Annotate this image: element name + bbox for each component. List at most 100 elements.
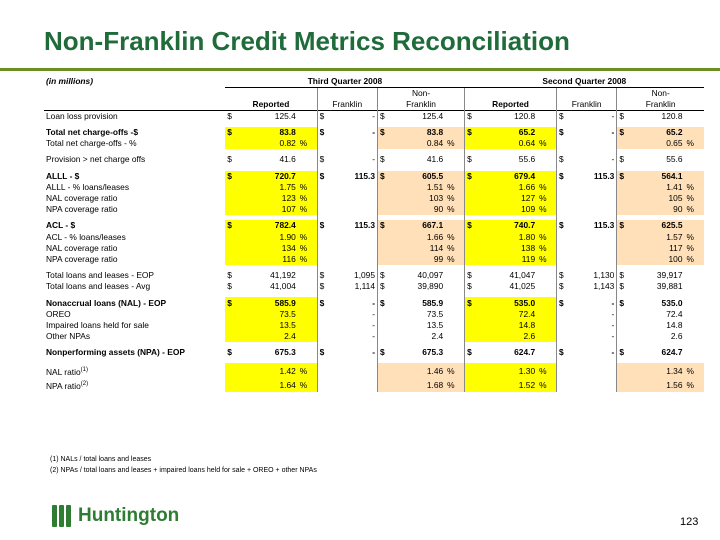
percent-symbol	[685, 309, 705, 320]
cell-value: 73.5	[426, 308, 444, 319]
cell-value: 782.4	[239, 220, 298, 232]
row-label-text: NPA coverage ratio	[46, 253, 118, 264]
table-row: Total net charge-offs -$ $83.8 $ - $83.8 $65.…	[44, 127, 704, 139]
cell-value: 103	[392, 192, 446, 205]
percent-symbol	[445, 347, 464, 358]
cell-value: 605.5	[392, 170, 446, 182]
percent-symbol	[537, 281, 556, 292]
table-row: NPA coverage ratio 116% 99% 119% 100%	[44, 253, 704, 266]
percent-symbol	[298, 154, 317, 165]
table-row: Nonaccrual loans (NAL) - EOP $585.9 $ - $585…	[44, 297, 704, 309]
row-label-text: Total loans and leases - EOP	[46, 270, 155, 281]
percent-symbol: %	[445, 192, 465, 205]
cell-value: -	[372, 297, 375, 308]
currency-symbol: $	[316, 220, 332, 232]
currency-symbol	[316, 363, 332, 380]
percent-symbol	[537, 331, 557, 343]
currency-symbol	[616, 253, 632, 266]
cell-value	[571, 243, 617, 254]
percent-symbol	[537, 220, 557, 232]
cell-value	[332, 379, 378, 392]
currency-symbol	[316, 308, 332, 320]
percent-symbol: %	[445, 242, 465, 254]
currency-symbol: $	[377, 297, 392, 309]
table-row: ALLL - $ $720.7 $115.3 $605.5 $679.4 $115.3 $5…	[44, 170, 704, 182]
percent-symbol: %	[684, 231, 704, 243]
currency-symbol	[464, 231, 480, 243]
percent-symbol	[297, 331, 318, 343]
percent-symbol: %	[684, 192, 704, 205]
row-label-text: ALLL - % loans/leases	[46, 181, 130, 192]
cell-value: 107	[239, 204, 298, 216]
period-header-q3: Third Quarter 2008	[225, 76, 465, 88]
cell-value: 1.56	[631, 379, 685, 393]
cell-value	[332, 363, 378, 379]
cell-value: 125.4	[274, 111, 296, 121]
percent-symbol: %	[297, 253, 318, 266]
percent-symbol	[298, 111, 317, 123]
currency-symbol	[225, 192, 240, 205]
currency-symbol: $	[555, 170, 571, 182]
percent-symbol	[537, 270, 556, 281]
row-label: NAL coverage ratio	[44, 243, 225, 254]
row-label-text: NAL coverage ratio	[46, 193, 118, 204]
col-header-nonfranklin-q2: Franklin	[616, 99, 704, 111]
currency-symbol	[316, 181, 332, 193]
row-label: NPA coverage ratio	[44, 254, 225, 265]
row-label: Total net charge-offs -$	[44, 127, 225, 138]
row-label-text: Provision > net charge offs	[46, 154, 146, 165]
cell-value: 83.8	[239, 127, 298, 139]
currency-symbol	[377, 231, 392, 243]
percent-symbol: %	[297, 192, 318, 205]
percent-symbol: %	[445, 363, 465, 380]
cell-value: 0.64	[479, 138, 538, 150]
row-label: Total loans and leases - EOP	[44, 270, 225, 281]
currency-symbol: $	[464, 270, 480, 282]
currency-symbol: $	[616, 170, 632, 182]
table-row: Total net charge-offs - % 0.82% 0.84% 0.64%…	[44, 138, 704, 150]
currency-symbol: $	[316, 347, 332, 359]
huntington-mark-icon	[52, 505, 72, 527]
row-label-text: NAL coverage ratio	[46, 242, 118, 253]
currency-symbol: $	[555, 297, 571, 309]
percent-symbol: %	[537, 253, 557, 266]
cell-value: -	[372, 111, 375, 121]
row-label-text: Nonaccrual loans (NAL) - EOP	[46, 297, 167, 308]
row-label-text: Impaired loans held for sale	[46, 319, 149, 330]
cell-value: 1,095	[354, 270, 375, 281]
percent-symbol: %	[537, 138, 557, 150]
currency-symbol	[616, 308, 632, 320]
currency-symbol	[555, 308, 571, 320]
currency-symbol	[464, 192, 480, 205]
col-header-reported-q2: Reported	[464, 99, 557, 111]
row-label-text: Total loans and leases - Avg	[46, 281, 151, 292]
percent-symbol: %	[537, 363, 557, 380]
cell-value: 119	[479, 253, 538, 266]
currency-symbol: $	[316, 297, 332, 309]
currency-symbol: $	[616, 347, 632, 359]
cell-value: 2.6	[479, 331, 538, 343]
cell-value: 138	[479, 242, 538, 254]
cell-value: 1.66	[392, 231, 446, 243]
percent-symbol: %	[537, 379, 557, 393]
table-row: Nonperforming assets (NPA) - EOP $675.3 $ -…	[44, 347, 704, 359]
currency-symbol	[616, 319, 632, 331]
cell-value: 120.8	[661, 111, 683, 121]
row-label: ALLL - $	[44, 171, 225, 182]
percent-symbol	[298, 347, 317, 358]
percent-symbol: %	[445, 253, 465, 266]
cell-value: 740.7	[479, 220, 538, 232]
currency-symbol: $	[555, 270, 571, 282]
cell-value: -	[372, 308, 375, 319]
percent-symbol	[298, 270, 317, 281]
table-row: NPA coverage ratio 107% 90% 109% 90%	[44, 204, 704, 216]
currency-symbol	[377, 363, 392, 380]
cell-value: 39,881	[656, 281, 683, 292]
table-header-row-2: Reported Franklin Franklin Reported Fran…	[44, 99, 704, 111]
currency-symbol: $	[464, 281, 480, 293]
currency-symbol	[225, 242, 240, 254]
percent-symbol	[445, 281, 464, 292]
row-label: Loan loss provision	[44, 111, 225, 123]
percent-symbol	[537, 170, 557, 182]
cell-value: 679.4	[479, 170, 538, 182]
